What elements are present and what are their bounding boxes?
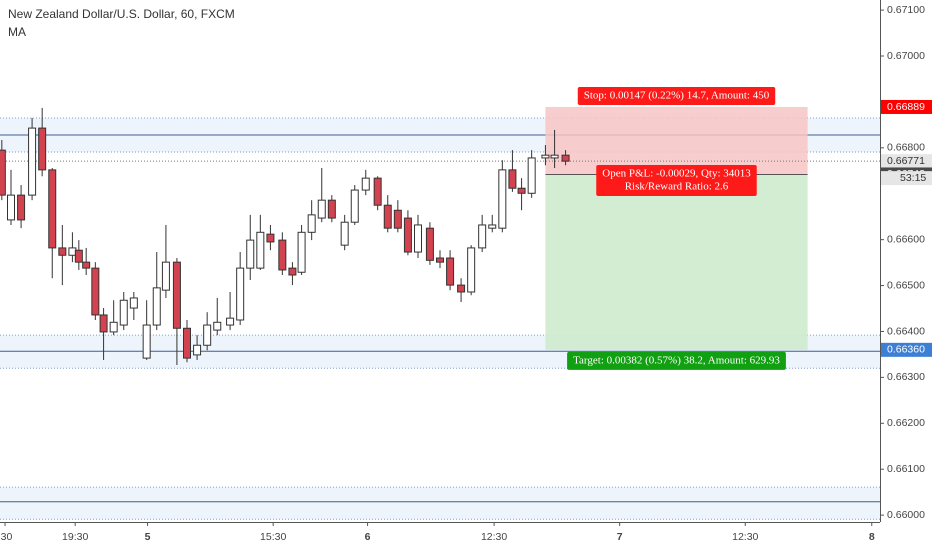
candle-body xyxy=(129,297,138,309)
candle-body xyxy=(183,327,191,359)
price-tag xyxy=(881,99,932,114)
pnl-label-box xyxy=(596,164,757,196)
candle-body xyxy=(327,199,336,219)
candle-body xyxy=(436,257,444,263)
candle-body xyxy=(350,189,359,223)
pnl-label: Open P&L: -0.00029, Qty: 34013Risk/Rewar… xyxy=(596,164,757,196)
y-tick-label: 0.67100 xyxy=(887,4,925,16)
candle-body xyxy=(467,247,476,293)
y-tick-label: 0.66100 xyxy=(887,463,925,475)
candle-body xyxy=(393,209,402,229)
x-tick-label: 12:30 xyxy=(481,531,507,543)
price-tag-label: 0.66360 xyxy=(887,344,925,356)
price-tag xyxy=(881,342,932,357)
candle-body xyxy=(508,169,517,189)
candle-body xyxy=(246,239,255,269)
candle-body xyxy=(340,221,349,246)
chart-title: New Zealand Dollar/U.S. Dollar, 60, FXCM xyxy=(8,7,235,21)
candle-body xyxy=(361,177,370,191)
y-tick-label: 0.66000 xyxy=(887,509,925,521)
candle-body xyxy=(193,344,202,356)
candle-body xyxy=(226,317,235,326)
target-label: Target: 0.00382 (0.57%) 38.2, Amount: 62… xyxy=(567,351,786,370)
x-tick-label: 15:30 xyxy=(260,531,286,543)
candle-body xyxy=(82,261,91,269)
candle-body xyxy=(256,231,265,269)
candle-body xyxy=(172,261,181,329)
candle-body xyxy=(266,233,275,243)
candle-body xyxy=(58,247,67,256)
x-tick-label: 8 xyxy=(869,531,875,543)
candle-body xyxy=(236,267,245,321)
x-tick-label: 12:30 xyxy=(732,531,758,543)
zone-band xyxy=(0,487,880,520)
y-tick-label: 0.67000 xyxy=(887,50,925,62)
candle-body xyxy=(74,249,83,263)
stop-label-box xyxy=(577,86,776,105)
x-tick-label: :30 xyxy=(0,531,12,543)
y-tick-label: 0.66300 xyxy=(887,371,925,383)
candle-body xyxy=(383,204,392,229)
y-tick-label: 0.66200 xyxy=(887,417,925,429)
y-tick-label: 0.66400 xyxy=(887,325,925,337)
candle-body xyxy=(446,257,455,286)
stop-label: Stop: 0.00147 (0.22%) 14.7, Amount: 450 xyxy=(577,86,776,105)
y-tick-label: 0.66800 xyxy=(887,142,925,154)
reward-zone xyxy=(545,174,808,350)
candle-body xyxy=(119,299,128,326)
candle-body xyxy=(457,284,466,293)
candle-body xyxy=(403,217,412,253)
y-tick-label: 0.66600 xyxy=(887,233,925,245)
candle-body xyxy=(373,177,382,206)
candle-body xyxy=(561,154,570,162)
candle-body xyxy=(541,154,550,159)
x-tick-label: 19:30 xyxy=(62,531,88,543)
candle-body xyxy=(161,261,170,291)
candle-body xyxy=(288,267,297,276)
candle-body xyxy=(152,287,161,326)
candle-body xyxy=(142,324,151,359)
candle-body xyxy=(99,314,108,333)
x-tick-label: 6 xyxy=(365,531,371,543)
candle-body xyxy=(91,267,100,316)
candle-body xyxy=(478,224,487,249)
candle-body xyxy=(0,149,6,196)
candle-body xyxy=(48,169,57,249)
pnl-label-text: Open P&L: -0.00029, Qty: 34013 xyxy=(602,167,751,179)
candle-body xyxy=(317,199,326,219)
target-label-box xyxy=(567,351,786,370)
price-tag-label: 0.66771 xyxy=(887,155,925,167)
target-label-text: Target: 0.00382 (0.57%) 38.2, Amount: 62… xyxy=(573,354,780,366)
candle-body xyxy=(517,187,526,194)
candle-body xyxy=(7,194,15,221)
stop-label-text: Stop: 0.00147 (0.22%) 14.7, Amount: 450 xyxy=(584,90,770,102)
risk-zone xyxy=(545,106,808,175)
candle-body xyxy=(278,239,287,271)
indicator-label: MA xyxy=(8,25,26,39)
candle-body xyxy=(17,194,26,221)
countdown-box xyxy=(881,171,932,186)
candle-body xyxy=(203,324,212,346)
pnl-label-text: Risk/Reward Ratio: 2.6 xyxy=(625,180,729,192)
candle-body xyxy=(498,169,507,229)
candle-body xyxy=(213,321,222,331)
candle-body xyxy=(28,127,37,196)
candle-body xyxy=(38,127,47,171)
candle-body xyxy=(109,321,118,333)
price-tag-label: 0.66889 xyxy=(887,101,925,113)
x-tick-label: 5 xyxy=(145,531,151,543)
countdown-label: 53:15 xyxy=(900,172,926,184)
y-tick-label: 0.66500 xyxy=(887,279,925,291)
candle-body xyxy=(527,157,536,194)
candle-body xyxy=(425,227,434,261)
x-tick-label: 7 xyxy=(617,531,623,543)
candle-body xyxy=(414,224,422,253)
candle-body xyxy=(488,224,497,229)
candle-body xyxy=(307,214,316,233)
candle-body xyxy=(550,154,559,159)
price-tag xyxy=(881,154,932,169)
candle-body xyxy=(297,231,306,273)
